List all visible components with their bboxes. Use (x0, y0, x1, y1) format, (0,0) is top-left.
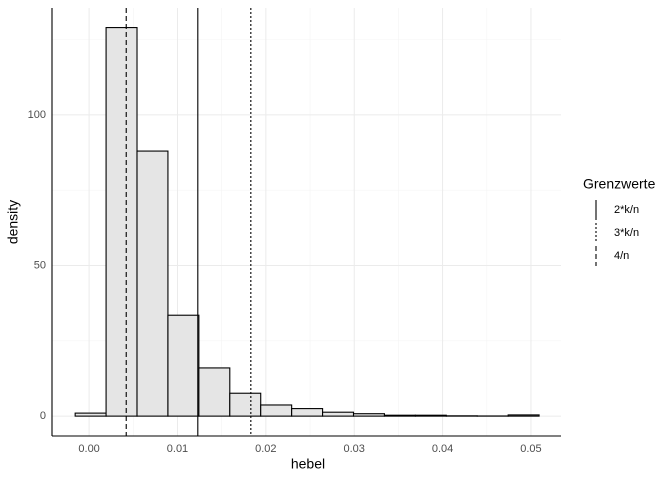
bar (198, 367, 231, 417)
y-tick-label: 0 (40, 410, 46, 422)
legend-label: 4/n (614, 250, 629, 262)
x-tick-label: 0.05 (520, 443, 541, 455)
x-tick-label: 0.01 (167, 443, 188, 455)
bar (507, 414, 540, 417)
legend-title: Grenzwerte (583, 176, 656, 192)
bar (322, 411, 355, 417)
x-axis-label: hebel (291, 456, 325, 472)
bar (167, 314, 200, 417)
y-tick-label: 100 (28, 109, 46, 121)
bar (74, 412, 107, 417)
x-tick-label: 0.03 (344, 443, 365, 455)
x-tick-label: 0.04 (432, 443, 453, 455)
legend-label: 3*k/n (614, 227, 639, 239)
bar (260, 404, 293, 417)
y-tick-label: 50 (34, 259, 46, 271)
x-tick-label: 0.00 (78, 443, 99, 455)
x-tick-label: 0.02 (255, 443, 276, 455)
bar (229, 392, 262, 417)
legend-label: 2*k/n (614, 204, 639, 216)
bar (291, 408, 324, 417)
bar (383, 414, 416, 417)
bar (352, 413, 385, 417)
y-axis-label: density (5, 200, 21, 244)
bar (105, 27, 138, 417)
bar (136, 150, 169, 417)
bar (414, 414, 447, 417)
